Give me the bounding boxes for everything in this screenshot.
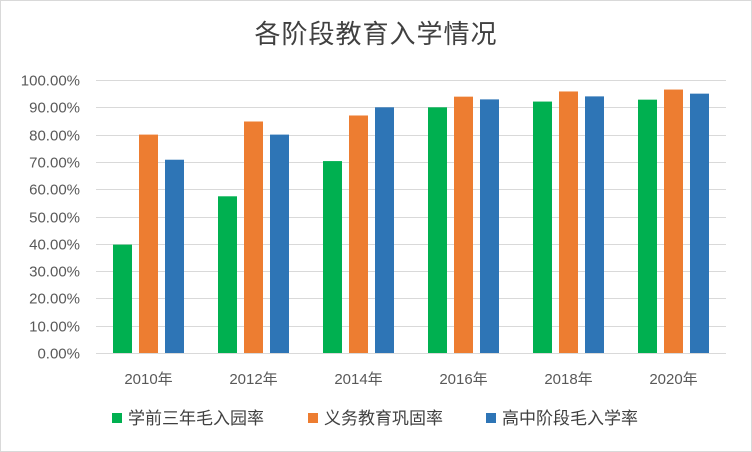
legend-label: 义务教育巩固率 <box>324 409 443 429</box>
y-tick-label: 0.00% <box>37 346 80 363</box>
bar <box>349 115 368 354</box>
x-tick-label: 2016年 <box>439 371 487 388</box>
bar <box>638 99 657 353</box>
legend-label: 学前三年毛入园率 <box>128 409 264 429</box>
y-tick-label: 20.00% <box>29 291 80 308</box>
bar <box>454 96 473 353</box>
legend-swatch <box>308 413 318 423</box>
chart-title: 各阶段教育入学情况 <box>254 20 498 50</box>
bar <box>323 161 342 353</box>
bar <box>165 159 184 353</box>
bar <box>533 101 552 353</box>
bar <box>664 89 683 354</box>
y-tick-label: 60.00% <box>29 182 80 199</box>
bar <box>270 134 289 353</box>
bar <box>690 93 709 354</box>
x-tick-label: 2014年 <box>334 371 382 388</box>
y-tick-label: 70.00% <box>29 155 80 172</box>
legend-label: 高中阶段毛入学率 <box>502 409 638 429</box>
y-tick-label: 80.00% <box>29 128 80 145</box>
x-axis-tick-labels: 2010年 2012年 2014年 2016年 2018年 2020年 <box>124 371 697 388</box>
bar <box>244 121 263 353</box>
bar <box>139 134 158 353</box>
gridlines <box>96 80 726 354</box>
x-tick-label: 2020年 <box>649 371 697 388</box>
bar <box>428 107 447 353</box>
y-tick-label: 100.00% <box>21 73 80 90</box>
bar <box>113 244 132 353</box>
bar <box>480 99 499 354</box>
y-tick-label: 50.00% <box>29 210 80 227</box>
x-tick-label: 2018年 <box>544 371 592 388</box>
y-tick-label: 40.00% <box>29 237 80 254</box>
bar <box>585 96 604 353</box>
y-tick-label: 90.00% <box>29 100 80 117</box>
y-tick-label: 30.00% <box>29 264 80 281</box>
bar <box>559 91 578 353</box>
legend: 学前三年毛入园率 义务教育巩固率 高中阶段毛入学率 <box>112 409 638 429</box>
bar <box>375 107 394 353</box>
y-tick-label: 10.00% <box>29 319 80 336</box>
bar <box>218 196 237 353</box>
x-tick-label: 2010年 <box>124 371 172 388</box>
bars <box>113 89 709 354</box>
legend-swatch <box>486 413 496 423</box>
legend-swatch <box>112 413 122 423</box>
y-axis-tick-labels: 0.00% 10.00% 20.00% 30.00% 40.00% 50.00% 60.00… <box>21 73 80 363</box>
x-tick-label: 2012年 <box>229 371 277 388</box>
